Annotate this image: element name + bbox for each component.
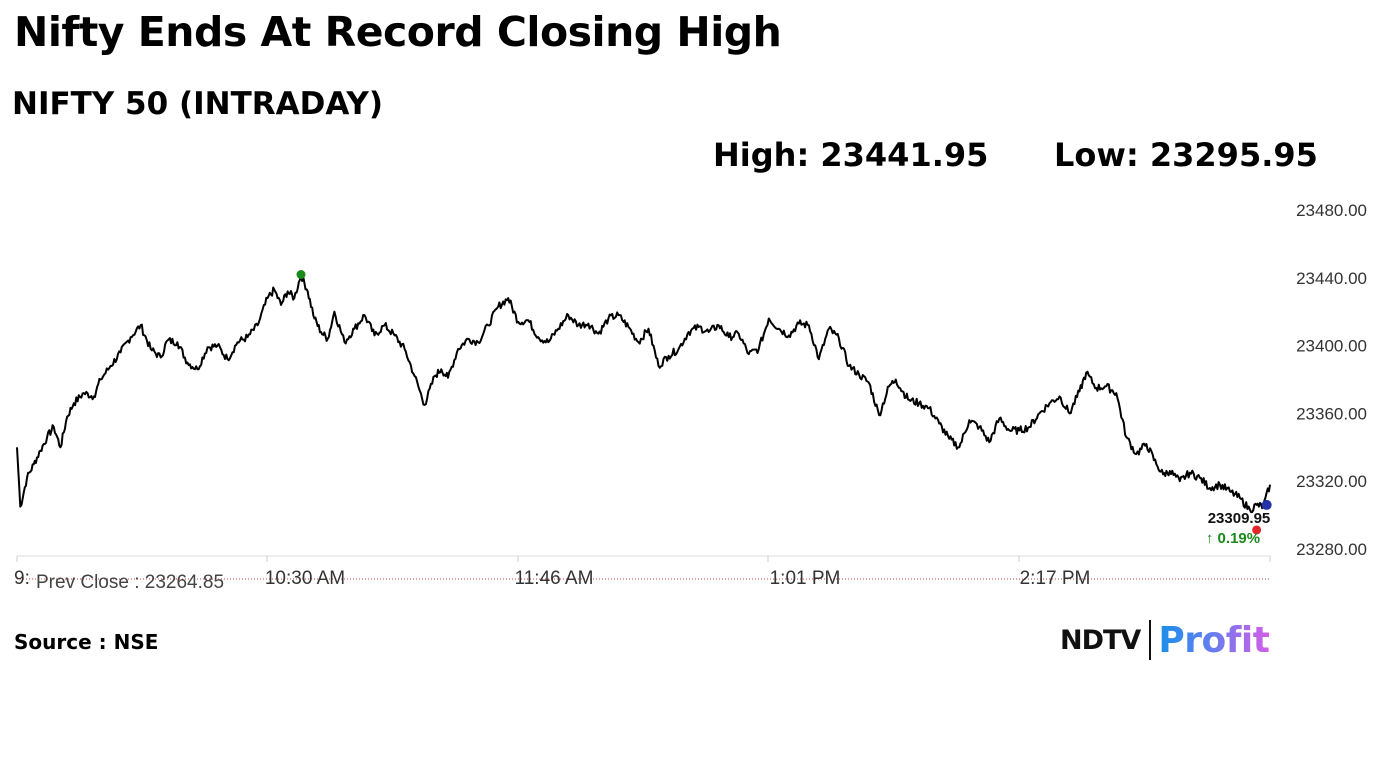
page-title: Nifty Ends At Record Closing High	[14, 8, 782, 56]
source-label: Source : NSE	[14, 630, 159, 654]
x-tick-label: 10:30 AM	[265, 568, 345, 589]
low-marker	[1252, 525, 1262, 535]
y-tick-label: 23400.00	[1296, 337, 1367, 356]
y-tick-label: 23280.00	[1296, 540, 1367, 559]
high-marker	[296, 269, 306, 279]
chart-subtitle: NIFTY 50 (INTRADAY)	[12, 86, 384, 122]
x-tick-label: 11:46 AM	[515, 568, 594, 589]
y-axis: 23480.00 23440.00 23400.00 23360.00 23320.00…	[1296, 201, 1367, 559]
y-tick-label: 23320.00	[1296, 472, 1367, 491]
close-marker	[1261, 499, 1272, 510]
x-tick-label: 1:01 PM	[770, 568, 841, 589]
change-percent-label: ↑ 0.19%	[1206, 530, 1260, 547]
series-line-nifty	[16, 273, 1271, 514]
logo-profit-text: Profit	[1158, 619, 1270, 661]
logo-ndtv-text: NDTV	[1060, 624, 1141, 656]
x-tick-label: 9:	[14, 568, 30, 589]
y-tick-label: 23480.00	[1296, 201, 1367, 220]
day-high-stat: High: 23441.95	[713, 136, 989, 174]
x-axis: 9: 10:30 AM 11:46 AM 1:01 PM 2:17 PM	[14, 556, 1271, 589]
y-tick-label: 23360.00	[1296, 404, 1367, 423]
ndtv-profit-logo: NDTV Profit	[1060, 618, 1270, 662]
y-tick-label: 23440.00	[1296, 269, 1367, 288]
close-value-label: 23309.95	[1208, 510, 1271, 527]
x-tick-label: 2:17 PM	[1020, 568, 1091, 589]
day-low-stat: Low: 23295.95	[1054, 136, 1318, 174]
intraday-line-chart: 23480.00 23440.00 23400.00 23360.00 23320.00…	[14, 201, 1367, 593]
prev-close-label: Prev Close : 23264.85	[36, 572, 224, 593]
logo-divider	[1149, 620, 1152, 660]
